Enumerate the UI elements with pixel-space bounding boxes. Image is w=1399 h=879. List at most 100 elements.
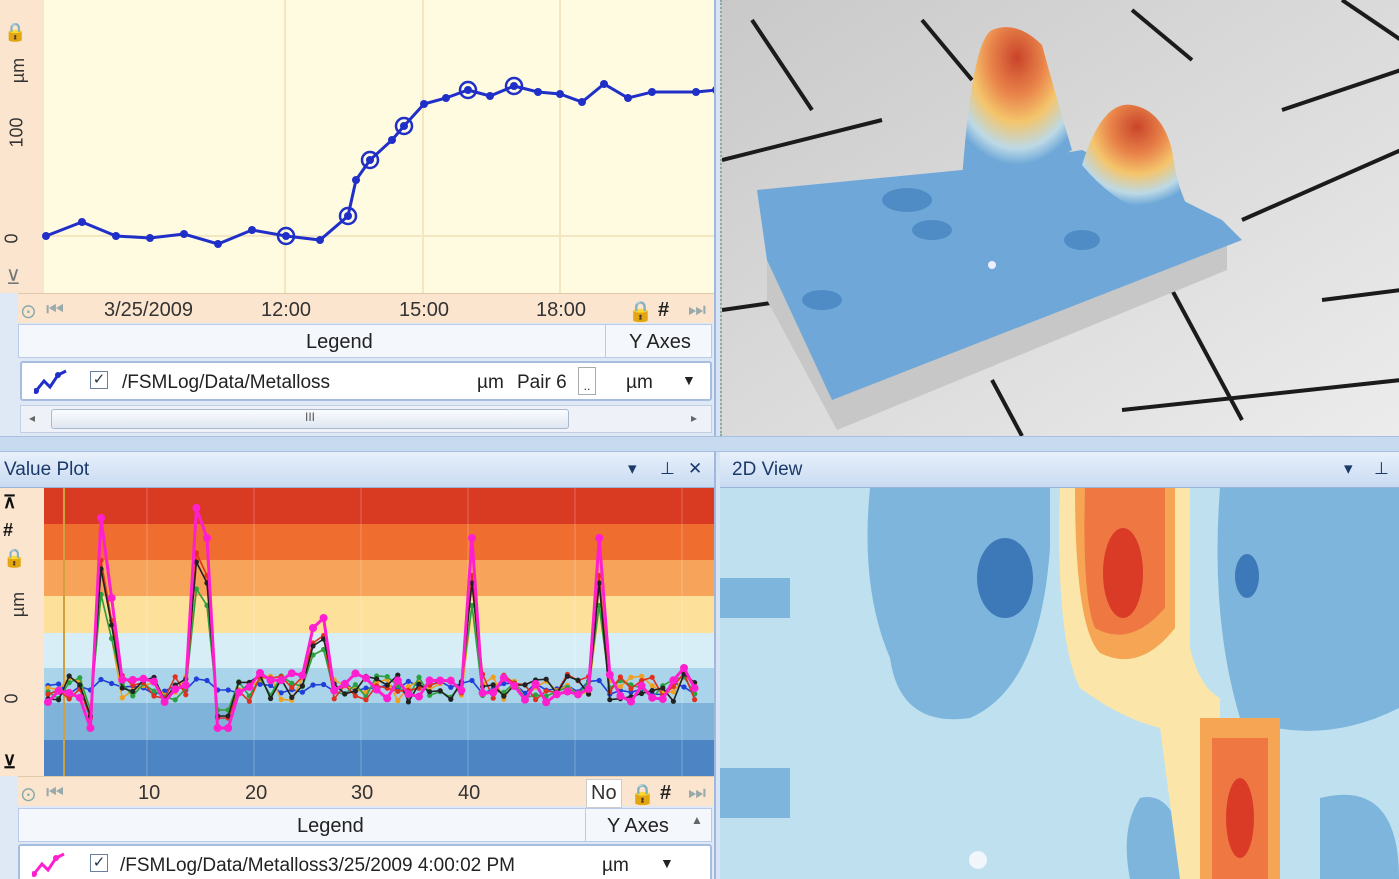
first-page-icon[interactable]: ⏮ xyxy=(46,782,64,804)
dropdown-icon[interactable]: ▾ xyxy=(1344,459,1353,478)
legend-row[interactable]: ✓ /FSMLog/Data/Metalloss µm Pair 6 .. µm… xyxy=(20,361,712,401)
view-3d-canvas[interactable] xyxy=(722,0,1399,436)
value-data-point xyxy=(395,698,401,704)
value-data-point xyxy=(172,674,178,680)
severity-bands xyxy=(44,488,714,776)
axis-dropdown-icon[interactable]: ▼ xyxy=(660,855,674,871)
pane-splitter[interactable] xyxy=(0,436,1399,452)
value-data-point xyxy=(321,646,327,653)
scroll-up-icon[interactable]: ▲ xyxy=(691,813,703,827)
severity-band xyxy=(44,596,714,633)
value-data-point xyxy=(299,689,305,695)
scroll-right-icon[interactable]: ▸ xyxy=(691,411,698,425)
value-data-point xyxy=(617,674,624,680)
view-2d-canvas[interactable] xyxy=(720,488,1399,879)
data-point xyxy=(352,176,360,184)
pin-icon[interactable]: ⊥ xyxy=(660,459,675,478)
series-checkbox[interactable]: ✓ xyxy=(90,854,108,872)
zoom-bottom-icon[interactable]: ⊻ xyxy=(6,267,21,289)
value-data-point xyxy=(469,677,475,684)
value-data-point xyxy=(627,697,635,706)
surface-3d xyxy=(757,150,1242,400)
data-point xyxy=(388,136,396,144)
first-page-icon[interactable]: ⏮ xyxy=(46,299,64,321)
series-ellipsis-button[interactable]: .. xyxy=(578,367,596,395)
value-data-point xyxy=(531,679,540,688)
value-data-point xyxy=(437,688,443,694)
value-data-point xyxy=(393,676,402,685)
lock-icon[interactable]: 🔒 xyxy=(4,22,27,42)
x-axis-bar: ⊙ ⏮ 3/25/2009 12:00 15:00 18:00 🔒 # ⏭ xyxy=(18,293,714,323)
data-point xyxy=(578,98,586,106)
value-data-point xyxy=(119,685,125,691)
dropdown-icon[interactable]: ▾ xyxy=(628,459,637,478)
value-data-point xyxy=(321,636,327,642)
value-data-point xyxy=(692,697,698,703)
value-data-point xyxy=(203,534,211,542)
close-icon[interactable]: ✕ xyxy=(688,459,703,478)
value-plot-titlebar[interactable]: Value Plot ▾ ⊥ ✕ xyxy=(0,452,714,488)
value-data-point xyxy=(639,678,645,684)
value-data-point xyxy=(416,681,422,687)
legend-header: Legend Y Axes xyxy=(18,324,712,358)
grid-icon[interactable]: # xyxy=(3,520,14,540)
value-data-point xyxy=(193,559,199,565)
value-data-point xyxy=(427,692,433,698)
grid-x-icon[interactable]: # xyxy=(660,782,672,804)
value-data-point xyxy=(649,683,655,689)
series-path: /FSMLog/Data/Metalloss3/25/2009 4:00:02 … xyxy=(120,855,516,876)
value-data-point xyxy=(543,688,549,694)
legend-row[interactable]: ✓ /FSMLog/Data/Metalloss3/25/2009 4:00:0… xyxy=(18,844,712,879)
zoom-top-icon[interactable]: ⊼ xyxy=(3,492,17,512)
collapse-icon[interactable]: ⊙ xyxy=(20,301,37,323)
value-data-point xyxy=(234,688,243,697)
lock-icon[interactable]: 🔒 xyxy=(3,548,26,568)
view-2d-pane[interactable]: 2D View ▾ ⊥ xyxy=(720,452,1399,879)
view-3d-pane[interactable] xyxy=(720,0,1399,436)
value-plot-canvas[interactable] xyxy=(0,488,716,776)
value-data-point xyxy=(405,678,411,684)
legend-scrollbar[interactable]: ◂ III ▸ xyxy=(20,405,712,433)
data-point xyxy=(486,92,494,100)
y-unit-label: µm xyxy=(8,57,29,84)
last-page-icon[interactable]: ⏭ xyxy=(688,299,706,321)
value-data-point xyxy=(298,671,307,680)
y-tick-0: 0 xyxy=(1,693,22,704)
grid-icon[interactable]: # xyxy=(658,299,670,321)
severity-band xyxy=(44,560,714,596)
severity-band xyxy=(44,524,714,560)
value-data-point xyxy=(658,695,667,704)
value-data-point xyxy=(383,694,392,703)
value-data-point xyxy=(54,686,63,695)
no-toggle[interactable]: No xyxy=(586,779,622,808)
pin-icon[interactable]: ⊥ xyxy=(1374,459,1389,478)
series-checkbox[interactable]: ✓ xyxy=(90,371,108,389)
value-data-point xyxy=(416,674,422,680)
lock-x-icon[interactable]: 🔒 xyxy=(628,301,653,323)
data-point xyxy=(214,240,222,248)
series-path: /FSMLog/Data/Metalloss xyxy=(122,372,331,393)
data-point xyxy=(510,82,518,90)
value-data-point xyxy=(670,689,677,695)
lock-x-icon[interactable]: 🔒 xyxy=(630,784,655,806)
axis-dropdown-icon[interactable]: ▼ xyxy=(682,372,696,388)
value-data-point xyxy=(56,697,62,703)
time-plot-pane: 🔒 µm 100 0 ⊻ ⊙ ⏮ 3/25/2009 12:00 15:00 1… xyxy=(0,0,716,436)
view-2d-titlebar[interactable]: 2D View ▾ ⊥ xyxy=(720,452,1399,488)
peak-2 xyxy=(1082,104,1192,217)
time-plot-canvas[interactable] xyxy=(0,0,716,436)
last-page-icon[interactable]: ⏭ xyxy=(688,782,706,804)
axis-select[interactable]: µm xyxy=(626,372,653,393)
collapse-icon[interactable]: ⊙ xyxy=(20,784,37,806)
value-data-point xyxy=(268,695,274,702)
data-point xyxy=(180,230,188,238)
legend-column: Legend xyxy=(306,331,373,353)
marker-point xyxy=(458,80,478,100)
value-data-point xyxy=(405,699,411,705)
data-point xyxy=(624,94,632,102)
value-data-point xyxy=(596,580,602,586)
scroll-thumb[interactable]: III xyxy=(51,409,569,429)
scroll-left-icon[interactable]: ◂ xyxy=(29,411,36,425)
zoom-bottom-icon[interactable]: ⊻ xyxy=(3,752,17,772)
value-data-point xyxy=(690,684,699,693)
